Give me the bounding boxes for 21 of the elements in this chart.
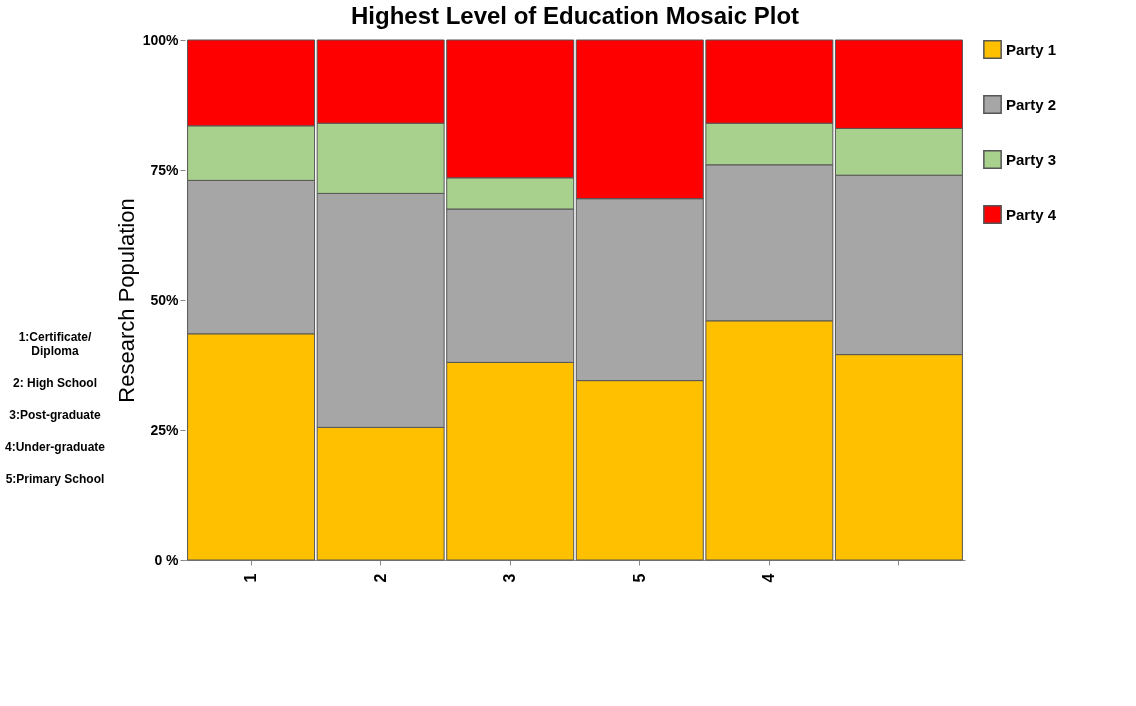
legend-label: Party 4 [1006, 205, 1057, 223]
y-axis-title: Research Population [113, 198, 139, 403]
legend-label: Party 2 [1006, 95, 1057, 113]
text: 4:Under-graduate [4, 440, 106, 454]
x-tick-label: 5 [630, 573, 648, 583]
y-tick-label: 0 % [154, 551, 180, 568]
y-tick-label: 100% [142, 31, 180, 48]
legend-label: Party 1 [1006, 40, 1057, 58]
text: 3:Post-graduate [8, 408, 102, 422]
y-tick-label: 25% [150, 421, 180, 438]
x-tick-label: 3 [501, 573, 519, 583]
chart-title: Highest Level of Education Mosaic Plot [350, 2, 800, 29]
legend-label: Party 3 [1006, 150, 1057, 168]
x-tick-label: 2 [371, 573, 389, 583]
y-tick-label: 75% [150, 161, 180, 178]
x-tick-label: 1 [242, 573, 260, 583]
text: 2: High School [12, 376, 98, 390]
text: 1:Certificate/ Diploma [17, 330, 93, 358]
x-tick-label: 4 [760, 573, 778, 583]
text: 5:Primary School [4, 472, 106, 486]
y-tick-label: 50% [150, 291, 180, 308]
